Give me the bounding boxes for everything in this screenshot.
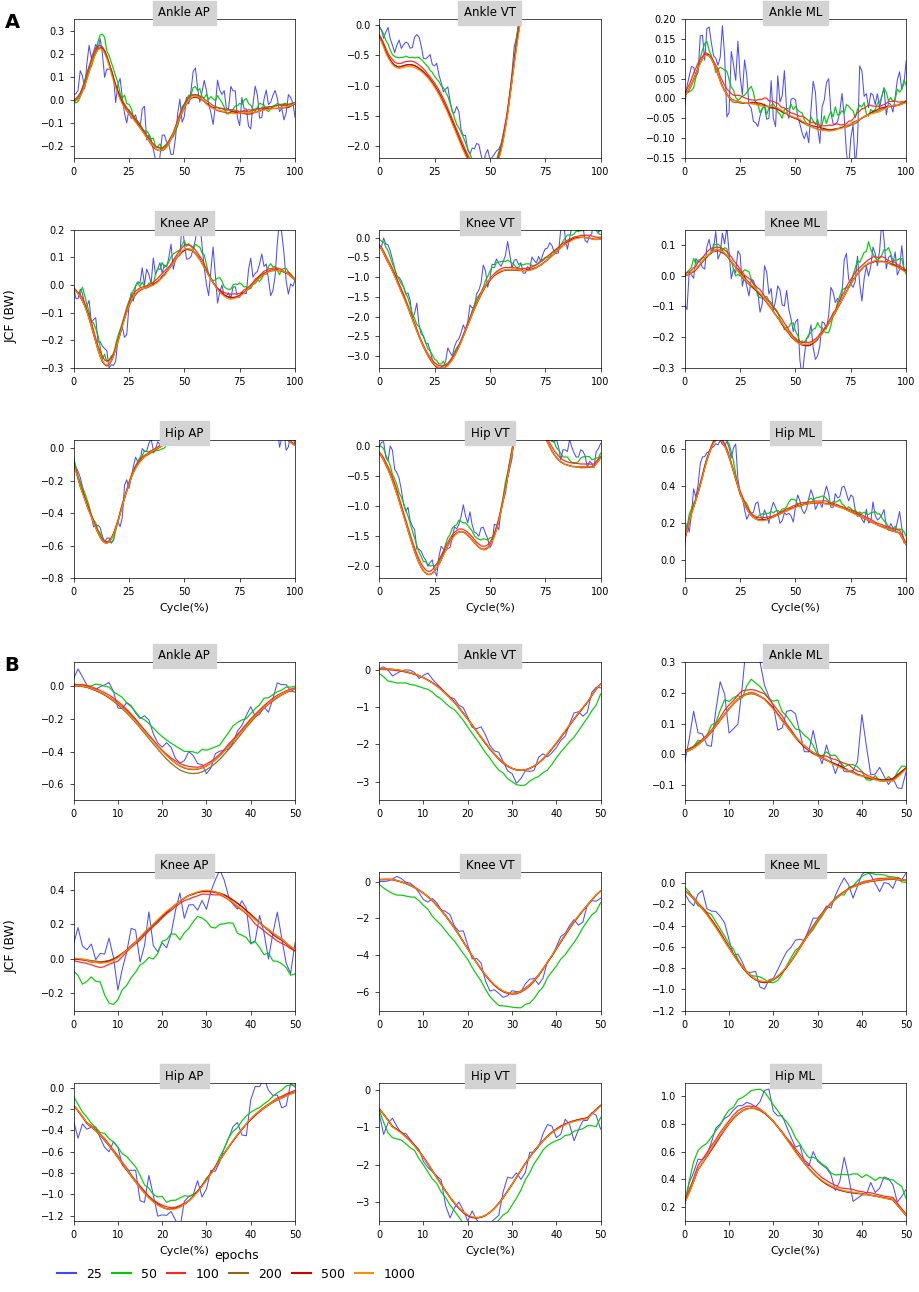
Title: Ankle ML: Ankle ML [768,6,822,19]
Title: Hip VT: Hip VT [471,426,508,439]
Title: Knee AP: Knee AP [160,217,209,230]
Legend: 25, 50, 100, 200, 500, 1000: 25, 50, 100, 200, 500, 1000 [52,1243,420,1286]
Title: Hip ML: Hip ML [775,1070,814,1083]
X-axis label: Cycle(%): Cycle(%) [464,603,515,612]
Text: B: B [5,656,19,676]
X-axis label: Cycle(%): Cycle(%) [464,1245,515,1256]
X-axis label: Cycle(%): Cycle(%) [159,1245,209,1256]
Title: Ankle ML: Ankle ML [768,649,822,662]
Title: Hip AP: Hip AP [165,426,203,439]
Title: Knee VT: Knee VT [465,859,514,872]
Title: Hip AP: Hip AP [165,1070,203,1083]
X-axis label: Cycle(%): Cycle(%) [770,1245,820,1256]
X-axis label: Cycle(%): Cycle(%) [159,603,209,612]
Title: Ankle VT: Ankle VT [463,6,516,19]
X-axis label: Cycle(%): Cycle(%) [770,603,820,612]
Text: JCF (BW): JCF (BW) [5,289,17,344]
Title: Ankle AP: Ankle AP [158,649,210,662]
Title: Knee ML: Knee ML [769,217,820,230]
Text: A: A [5,13,19,32]
Title: Knee VT: Knee VT [465,217,514,230]
Text: JCF (BW): JCF (BW) [5,919,17,973]
Title: Knee AP: Knee AP [160,859,209,872]
Title: Ankle AP: Ankle AP [158,6,210,19]
Title: Ankle VT: Ankle VT [463,649,516,662]
Title: Knee ML: Knee ML [769,859,820,872]
Title: Hip ML: Hip ML [775,426,814,439]
Title: Hip VT: Hip VT [471,1070,508,1083]
